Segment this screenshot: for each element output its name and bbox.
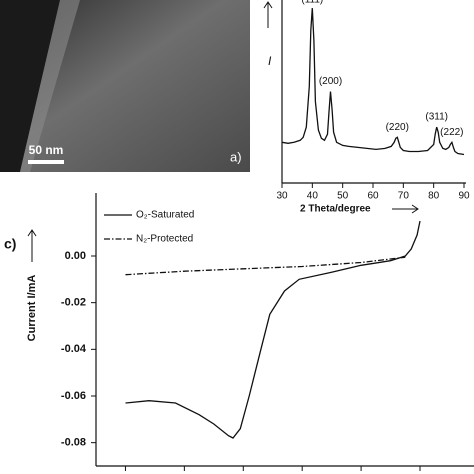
panel-label: a) (230, 149, 242, 164)
peak-label: (311) (425, 112, 448, 123)
y-tick-label: -0.08 (61, 437, 86, 449)
y-tick-label: 0.00 (65, 250, 86, 262)
x-tick-label: 60 (367, 191, 379, 202)
tem-image: 50 nm a) (0, 0, 250, 172)
y-tick-label: -0.04 (61, 343, 87, 355)
data-line (125, 256, 406, 276)
x-tick-label: 90 (458, 191, 470, 202)
y-axis-label: I (268, 54, 272, 68)
y-axis-label: Current I/mA (26, 275, 38, 342)
peak-label: (222) (440, 127, 463, 138)
y-arrow (27, 229, 37, 262)
legend-label: N₂-Protected (136, 234, 193, 245)
peak-label: (111) (301, 0, 323, 6)
data-line (281, 8, 465, 156)
peak-label: (220) (386, 122, 409, 133)
x-tick-label: 30 (276, 191, 288, 202)
x-tick-label: 80 (428, 191, 440, 202)
x-arrow (392, 204, 419, 214)
peak-label: (200) (319, 76, 342, 87)
x-axis-label: 2 Theta/degree (300, 204, 371, 215)
y-tick-label: -0.02 (61, 297, 86, 309)
data-line (125, 220, 421, 439)
panel-label: c) (4, 236, 16, 252)
scale-label: 50 nm (29, 143, 64, 157)
x-tick-label: 70 (398, 191, 410, 202)
legend-label: O₂-Saturated (136, 210, 194, 221)
x-tick-label: 40 (307, 191, 319, 202)
y-tick-label: -0.06 (61, 390, 86, 402)
x-tick-label: 50 (337, 191, 349, 202)
y-arrow (263, 1, 273, 28)
